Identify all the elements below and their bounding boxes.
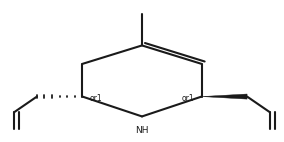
Polygon shape — [202, 94, 247, 99]
Text: or1: or1 — [90, 94, 102, 103]
Text: NH: NH — [135, 126, 149, 135]
Text: or1: or1 — [182, 94, 194, 103]
